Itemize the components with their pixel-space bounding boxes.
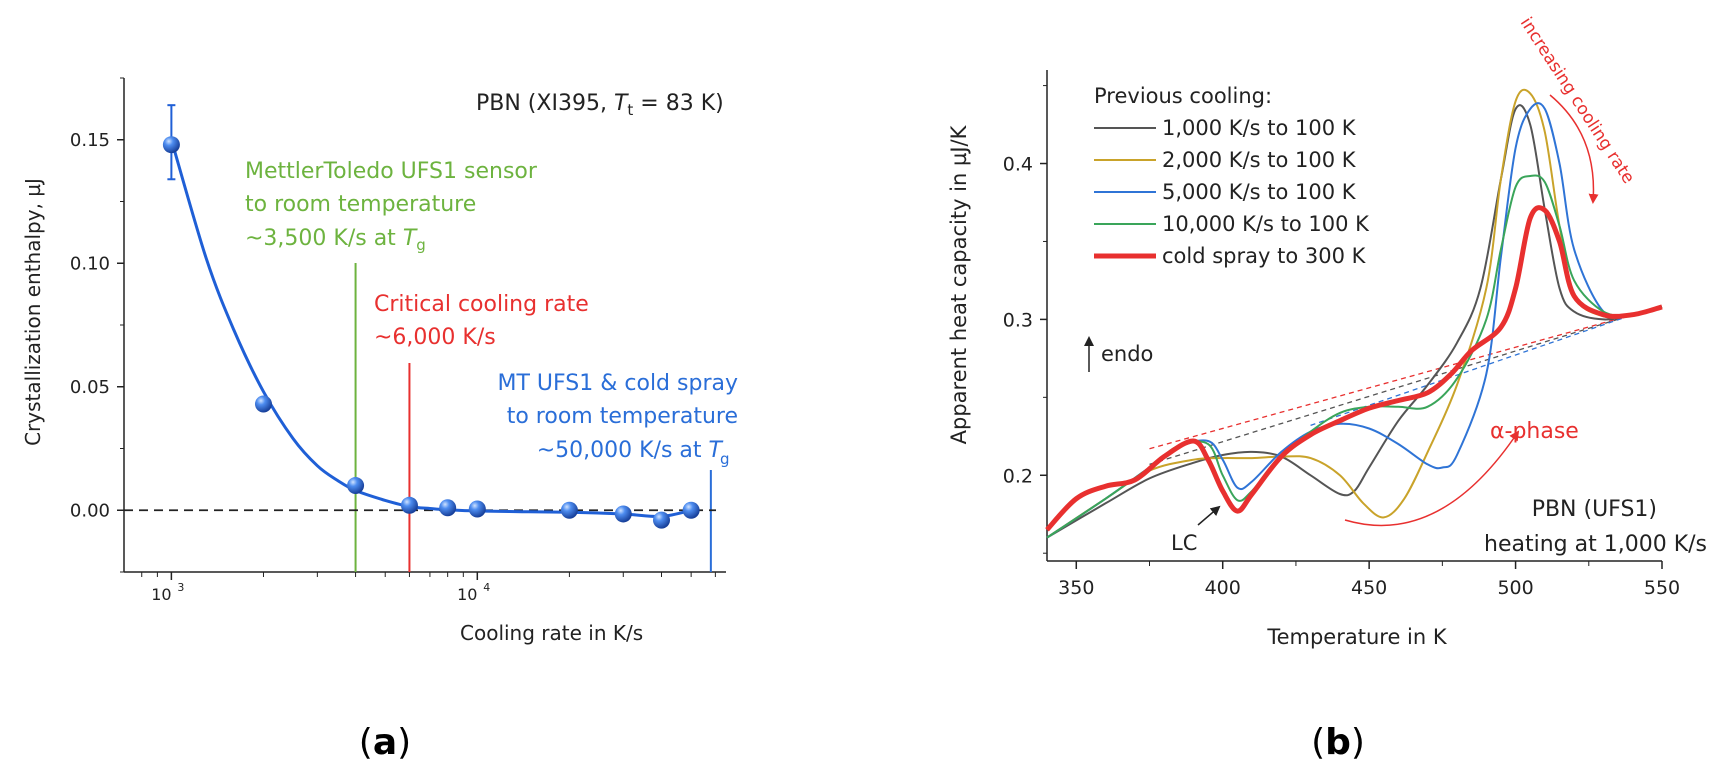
legend-item: cold spray to 300 K bbox=[1162, 244, 1367, 268]
chart-b-xtick-label: 450 bbox=[1351, 577, 1387, 599]
sample-b-line1: PBN (UFS1) bbox=[1532, 497, 1657, 522]
coldspray-annotation: MT UFS1 & cold spray to room temperature… bbox=[498, 371, 739, 468]
data-point bbox=[652, 511, 670, 529]
coldspray-line3: ~50,000 K/s at T bbox=[537, 438, 724, 463]
coldspray-line2: to room temperature bbox=[507, 404, 738, 429]
chart-b-axes bbox=[1046, 70, 1662, 562]
series-line-3 bbox=[1046, 102, 1663, 539]
series-line-4 bbox=[1046, 174, 1663, 539]
chart-b-xlabel: Temperature in K bbox=[1266, 625, 1448, 649]
chart-a-xtick-label: 10 bbox=[457, 585, 477, 604]
panel-label-a: (a) bbox=[359, 722, 411, 763]
chart-a-xtick-exp: 4 bbox=[483, 581, 490, 594]
chart-a: 0.15 0.10 0.05 0.00 10 3 10 4 Cooling rate in K… bbox=[21, 77, 739, 763]
data-point bbox=[162, 136, 180, 154]
coldspray-line3-sub: g bbox=[720, 450, 730, 468]
chart-a-ytick-label: 0.10 bbox=[70, 253, 110, 274]
critical-line1: Critical cooling rate bbox=[374, 292, 589, 317]
chart-b-ylabel: Apparent heat capacity in µJ/K bbox=[947, 124, 971, 444]
critical-annotation: Critical cooling rate ~6,000 K/s bbox=[374, 292, 589, 350]
coldspray-line1: MT UFS1 & cold spray bbox=[498, 371, 739, 396]
data-point bbox=[254, 395, 272, 413]
alpha-phase-arrow-icon bbox=[1344, 430, 1520, 527]
lc-label: LC bbox=[1171, 531, 1197, 555]
chart-a-xlabel: Cooling rate in K/s bbox=[460, 621, 643, 645]
chart-a-ytick-label: 0.15 bbox=[70, 130, 110, 151]
chart-a-ytick-label: 0.00 bbox=[70, 500, 110, 521]
mettler-line1: MettlerToledo UFS1 sensor bbox=[245, 159, 538, 184]
chart-b: 0.2 0.3 0.4 350 400 450 500 550 Previous coolin… bbox=[947, 14, 1707, 763]
data-point bbox=[614, 505, 632, 523]
data-point bbox=[400, 496, 418, 514]
increasing-arrow-icon bbox=[1549, 94, 1599, 204]
baseline-dashed bbox=[1149, 314, 1633, 450]
sample-b-line2: heating at 1,000 K/s bbox=[1484, 532, 1707, 557]
mettler-line2: to room temperature bbox=[245, 192, 476, 217]
data-point bbox=[560, 501, 578, 519]
chart-a-ylabel: Crystallization enthalpy, µJ bbox=[21, 178, 45, 446]
sample-a-annotation: PBN (XI395, Tt = 83 K) bbox=[476, 91, 724, 119]
series-line-1 bbox=[1046, 104, 1663, 539]
legend-item: 1,000 K/s to 100 K bbox=[1162, 116, 1357, 140]
chart-b-ytick-label: 0.4 bbox=[1003, 154, 1033, 176]
panel-label-b: (b) bbox=[1311, 722, 1365, 763]
chart-a-xtick-label: 10 bbox=[151, 585, 171, 604]
lc-arrow-icon bbox=[1197, 505, 1221, 526]
data-point bbox=[468, 500, 486, 518]
chart-a-ytick-label: 0.05 bbox=[70, 377, 110, 398]
series-line-5 bbox=[1045, 205, 1663, 532]
data-point bbox=[439, 499, 457, 517]
chart-b-ytick-label: 0.3 bbox=[1003, 309, 1033, 331]
chart-b-xtick-label: 500 bbox=[1497, 577, 1533, 599]
endo-label: endo bbox=[1101, 342, 1153, 366]
chart-b-ytick-label: 0.2 bbox=[1003, 465, 1033, 487]
chart-b-xtick-label: 550 bbox=[1644, 577, 1680, 599]
chart-b-xtick-label: 400 bbox=[1205, 577, 1241, 599]
alpha-phase-label: α-phase bbox=[1490, 419, 1579, 444]
legend-item: 10,000 K/s to 100 K bbox=[1162, 212, 1370, 236]
chart-a-xtick-exp: 3 bbox=[177, 581, 184, 594]
legend-item: 2,000 K/s to 100 K bbox=[1162, 148, 1357, 172]
mettler-line3: ~3,500 K/s at Tg bbox=[245, 226, 426, 254]
baseline-dashed bbox=[1149, 314, 1633, 465]
legend-item: 5,000 K/s to 100 K bbox=[1162, 180, 1357, 204]
data-point bbox=[347, 477, 365, 495]
legend-title: Previous cooling: bbox=[1094, 84, 1272, 108]
mettler-annotation: MettlerToledo UFS1 sensor to room temper… bbox=[245, 159, 538, 254]
data-point bbox=[682, 501, 700, 519]
critical-line2: ~6,000 K/s bbox=[374, 325, 496, 350]
chart-b-legend: Previous cooling: 1,000 K/s to 100 K 2,000… bbox=[1094, 84, 1370, 268]
chart-b-xtick-label: 350 bbox=[1058, 577, 1094, 599]
